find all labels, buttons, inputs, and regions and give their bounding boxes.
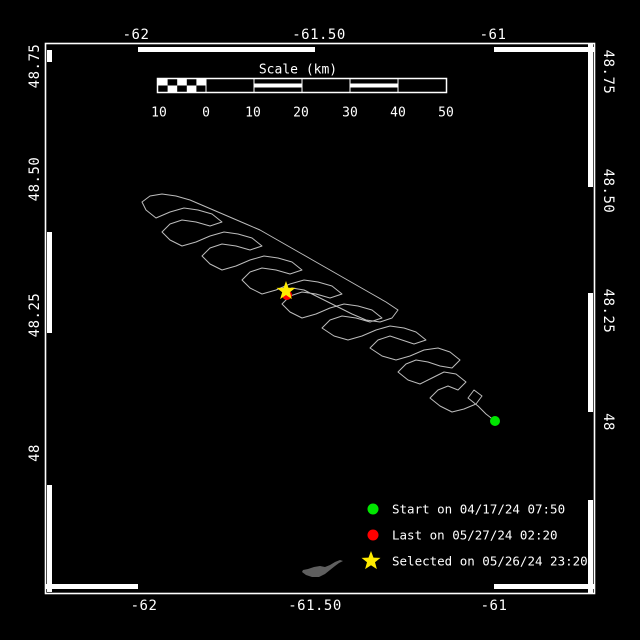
lon-tick-bottom-2: -61.50 — [288, 598, 342, 614]
legend-start-label: Start on 04/17/24 07:50 — [392, 501, 566, 517]
map-border-tick-segment — [588, 293, 593, 412]
map-border-tick-segment — [47, 232, 52, 333]
lat-tick-right-4: 48 — [600, 413, 616, 431]
scale-bar-band-segment — [350, 83, 398, 88]
lat-tick-right-1: 48.75 — [600, 49, 616, 95]
track-path[interactable] — [141, 193, 496, 422]
start-marker[interactable] — [490, 416, 500, 426]
map-border-tick-segment — [138, 47, 315, 52]
lon-tick-bottom-3: -61 — [480, 598, 508, 614]
scale-bar-band-segment — [254, 83, 302, 88]
scale-bar-title: Scale (km) — [258, 62, 338, 78]
lat-tick-left-1: 48.75 — [27, 43, 43, 89]
scale-label-10l: 10 — [151, 105, 167, 121]
scale-label-0: 0 — [202, 105, 210, 121]
legend-selected-label: Selected on 05/26/24 23:20 — [392, 553, 588, 569]
legend-last-marker — [367, 529, 379, 541]
scale-label-40: 40 — [390, 105, 406, 121]
scale-bar-check-block — [186, 85, 197, 92]
map-border-tick-segment — [47, 50, 52, 62]
island-shape — [302, 560, 343, 577]
map-border-tick-segment — [46, 584, 138, 589]
scale-label-30: 30 — [342, 105, 358, 121]
legend-selected-marker — [361, 551, 381, 570]
lat-tick-left-4: 48 — [27, 444, 43, 462]
scale-bar-check-block — [177, 79, 187, 86]
map-border-tick-segment — [588, 44, 593, 187]
legend-last-label: Last on 05/27/24 02:20 — [392, 527, 558, 543]
scale-label-10: 10 — [245, 105, 261, 121]
lat-tick-right-2: 48.50 — [600, 168, 616, 214]
lon-tick-top-1: -62 — [122, 27, 150, 43]
legend-start-marker — [367, 503, 379, 515]
lat-tick-left-2: 48.50 — [27, 156, 43, 202]
lon-tick-top-2: -61.50 — [292, 27, 346, 43]
lon-tick-bottom-1: -62 — [130, 598, 158, 614]
scale-bar-check-block — [167, 85, 178, 92]
scale-bar-check-block — [196, 79, 206, 86]
selected-marker[interactable] — [276, 281, 296, 300]
map-border-outline — [44, 42, 596, 595]
map-border-tick-segment — [588, 500, 593, 593]
scale-label-20: 20 — [293, 105, 309, 121]
scale-bar-check-block — [158, 79, 168, 86]
map-border-tick-segment — [494, 47, 594, 52]
lon-tick-top-3: -61 — [479, 27, 507, 43]
scale-label-50: 50 — [438, 105, 454, 121]
map-border-tick-segment — [494, 584, 594, 589]
lat-tick-right-3: 48.25 — [600, 288, 616, 334]
scale-bar-outline — [156, 77, 448, 94]
lat-tick-left-3: 48.25 — [27, 292, 43, 338]
map-border-tick-segment — [47, 485, 52, 592]
